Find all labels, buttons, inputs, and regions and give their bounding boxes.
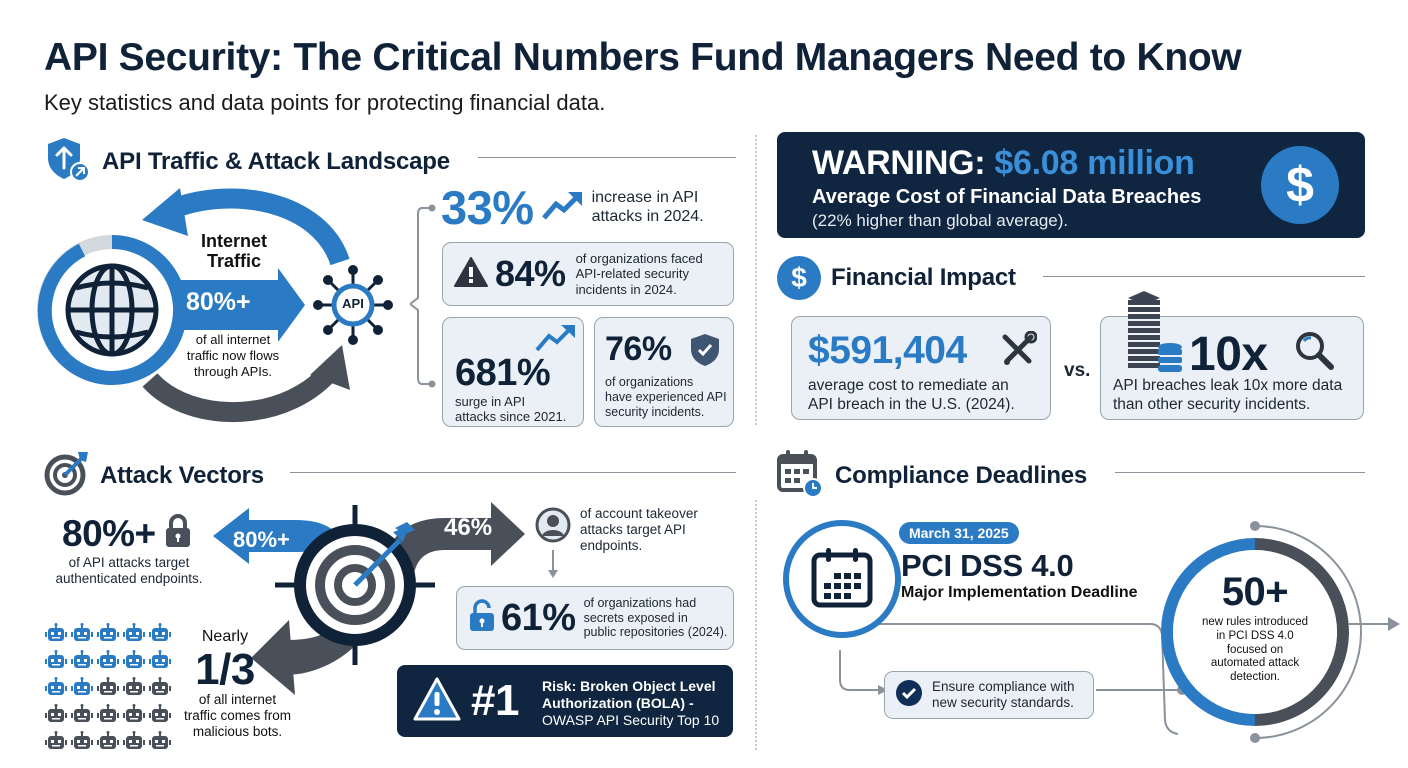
stat-increase-value: 33% [441, 181, 534, 234]
section-rule [290, 472, 736, 473]
calendar-clock-icon [777, 448, 825, 503]
bot-icon [96, 677, 120, 702]
bot-icon [44, 650, 68, 675]
warning-icon [453, 256, 489, 293]
bot-icon [148, 623, 172, 648]
down-arrow-connector [548, 550, 558, 578]
tools-icon [999, 330, 1038, 374]
bot-icon [148, 731, 172, 756]
user-icon [535, 507, 571, 548]
deadline-label: Major Implementation Deadline [901, 584, 1138, 601]
bot-icon [148, 650, 172, 675]
trend-up-icon [541, 190, 584, 225]
warning-banner: WARNING: $6.08 million Average Cost of F… [777, 132, 1365, 238]
traffic-section-title: API Traffic & Attack Landscape [102, 147, 450, 175]
attack-section-header: Attack Vectors [44, 450, 264, 501]
bot-icon [70, 677, 94, 702]
stat-card-orgs-faced: 84% of organizations faced API-related s… [442, 242, 734, 306]
api-hub-icon [313, 265, 393, 345]
bot-icon [122, 731, 146, 756]
bot-icon [96, 704, 120, 729]
stat-card-experienced: 76% of organizations have experienced AP… [594, 317, 734, 427]
warning-headline: Average Cost of Financial Data Breaches [812, 186, 1202, 208]
compliance-action-card: Ensure compliance with new security stan… [884, 671, 1094, 719]
bracket-connector [410, 204, 436, 388]
bots-stat: Nearly 1/3 [195, 628, 255, 694]
bot-icon [70, 623, 94, 648]
section-rule [1043, 276, 1365, 277]
traffic-cycle-diagram [37, 188, 393, 422]
bot-icon [96, 731, 120, 756]
dollar-icon: $ [777, 256, 821, 300]
traffic-stat: 80%+ [186, 288, 251, 316]
traffic-description: of all internet traffic now flows throug… [186, 332, 280, 379]
warning-amount: $6.08 million [994, 144, 1195, 182]
stat-authenticated: 80%+ [62, 513, 192, 554]
stat-card-remediation: $591,404 average cost to remediate an AP… [791, 316, 1051, 420]
compliance-section-title: Compliance Deadlines [835, 461, 1088, 489]
financial-section-header: $ Financial Impact [777, 256, 1016, 300]
authenticated-arrow-label: 80%+ [233, 527, 290, 552]
unlock-icon [469, 598, 495, 638]
bot-icon [148, 677, 172, 702]
internet-traffic-label: Internet Traffic [200, 231, 267, 271]
check-circle-icon [895, 679, 923, 712]
bot-icon [122, 650, 146, 675]
bot-icon [96, 623, 120, 648]
authenticated-description: of API attacks target authenticated endp… [55, 555, 203, 586]
stat-card-secrets: 61% of organizations had secrets exposed… [456, 586, 734, 650]
bot-icon [122, 677, 146, 702]
warning-note: (22% higher than global average). [812, 211, 1069, 230]
column-divider-top [755, 135, 757, 425]
stat-card-surge: 681% surge in API attacks since 2021. [442, 317, 584, 427]
bot-icon [122, 623, 146, 648]
section-rule [1115, 472, 1365, 473]
section-rule [478, 157, 736, 158]
shield-check-icon [689, 332, 721, 373]
account-takeover-description: of account takeover attacks target API e… [580, 506, 698, 554]
calendar-badge [783, 520, 901, 638]
versus-label: vs. [1064, 360, 1091, 381]
trend-up-icon [535, 322, 577, 359]
dollar-icon: $ [1261, 146, 1339, 224]
bot-grid [44, 623, 171, 756]
stat-increase: 33% increase in API attacks in 2024. [441, 181, 704, 234]
bot-icon [122, 704, 146, 729]
bot-icon [44, 623, 68, 648]
rules-stat: 50+ new rules introduced in PCI DSS 4.0 … [1201, 570, 1309, 684]
page-title: API Security: The Critical Numbers Fund … [44, 36, 1242, 79]
lock-icon [164, 513, 192, 554]
standard-name: PCI DSS 4.0 [901, 548, 1074, 583]
financial-section-title: Financial Impact [831, 264, 1016, 291]
column-divider-bottom [755, 500, 757, 750]
warning-icon [411, 675, 463, 728]
bot-icon [70, 650, 94, 675]
globe-icon [65, 263, 159, 357]
date-badge: March 31, 2025 [899, 522, 1019, 544]
bot-icon [148, 704, 172, 729]
shield-upload-icon [44, 136, 92, 187]
bot-icon [70, 731, 94, 756]
top-risk-banner: #1 Risk: Broken Object Level Authorizati… [397, 665, 733, 737]
warning-prefix: WARNING: [812, 144, 986, 182]
account-takeover-arrow-label: 46% [444, 514, 493, 541]
magnifier-icon [1293, 329, 1337, 378]
compliance-section-header: Compliance Deadlines [777, 448, 1087, 503]
api-hub-label: API [342, 296, 364, 311]
attack-vectors-diagram [213, 502, 525, 695]
traffic-section-header: API Traffic & Attack Landscape [44, 136, 450, 187]
bot-icon [70, 704, 94, 729]
bot-icon [44, 731, 68, 756]
compliance-flow-diagram [839, 521, 1400, 743]
calendar-icon [810, 545, 874, 614]
bot-icon [44, 677, 68, 702]
bot-icon [96, 650, 120, 675]
page-subtitle: Key statistics and data points for prote… [44, 90, 606, 115]
target-icon [44, 450, 90, 501]
attack-section-title: Attack Vectors [100, 461, 264, 489]
server-stack-icon [1128, 291, 1182, 372]
bots-description: of all internet traffic comes from malic… [183, 692, 292, 740]
bullseye-target-icon [275, 505, 435, 665]
bot-icon [44, 704, 68, 729]
